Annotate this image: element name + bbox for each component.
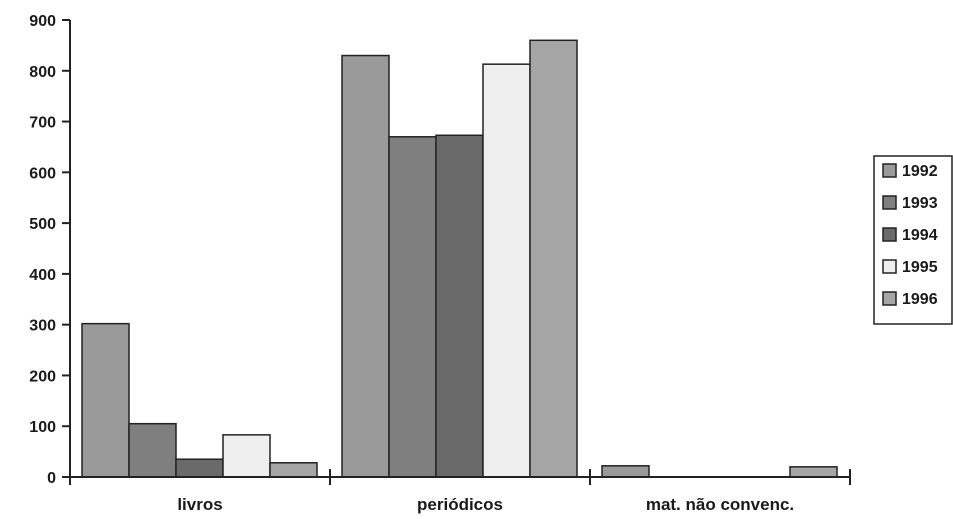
bar-1996-1 xyxy=(529,39,578,478)
bar-1994-1 xyxy=(435,134,484,478)
x-category-label: livros xyxy=(177,495,222,514)
y-tick-label: 200 xyxy=(29,368,56,385)
bar-1995-1 xyxy=(482,63,531,478)
x-labels-group: livros periódicos mat. não convenc. xyxy=(177,495,794,514)
legend-label-1995: 1995 xyxy=(902,259,938,276)
y-tick-label: 900 xyxy=(29,13,56,30)
x-category-label: mat. não convenc. xyxy=(646,495,794,514)
legend: 1992 1993 1994 1995 1996 xyxy=(873,155,953,325)
plot-area: 0 100 200 300 400 500 600 700 800 900 livros perió… xyxy=(29,13,851,514)
y-tick-label: 800 xyxy=(29,64,56,81)
bar-1992-0 xyxy=(81,322,130,478)
bars-group xyxy=(81,39,838,478)
bar-1992-1 xyxy=(341,54,390,478)
bar-1996-0 xyxy=(269,462,318,478)
bar-1993-0 xyxy=(128,422,177,478)
bar-1996-2 xyxy=(789,466,838,478)
bar-1995-0 xyxy=(222,434,271,478)
y-ticks-group: 0 100 200 300 400 500 600 700 800 900 xyxy=(29,13,70,487)
y-tick-label: 500 xyxy=(29,216,56,233)
legend-swatch-1994 xyxy=(882,227,897,242)
y-tick-label: 100 xyxy=(29,419,56,436)
y-tick-label: 0 xyxy=(47,470,56,487)
legend-label-1993: 1993 xyxy=(902,195,938,212)
y-tick-label: 300 xyxy=(29,318,56,335)
legend-label-1994: 1994 xyxy=(902,227,938,244)
legend-swatch-1993 xyxy=(882,195,897,210)
bar-1992-2 xyxy=(601,465,650,478)
y-tick-label: 400 xyxy=(29,267,56,284)
legend-swatch-1995 xyxy=(882,259,897,274)
legend-label-1992: 1992 xyxy=(902,163,938,180)
legend-swatch-1996 xyxy=(882,291,897,306)
bar-1993-1 xyxy=(388,136,437,478)
y-tick-label: 600 xyxy=(29,165,56,182)
bar-1994-0 xyxy=(175,458,224,478)
legend-label-1996: 1996 xyxy=(902,291,938,308)
y-tick-label: 700 xyxy=(29,115,56,132)
x-category-label: periódicos xyxy=(417,495,503,514)
axes-group xyxy=(69,20,851,485)
legend-swatch-1992 xyxy=(882,163,897,178)
